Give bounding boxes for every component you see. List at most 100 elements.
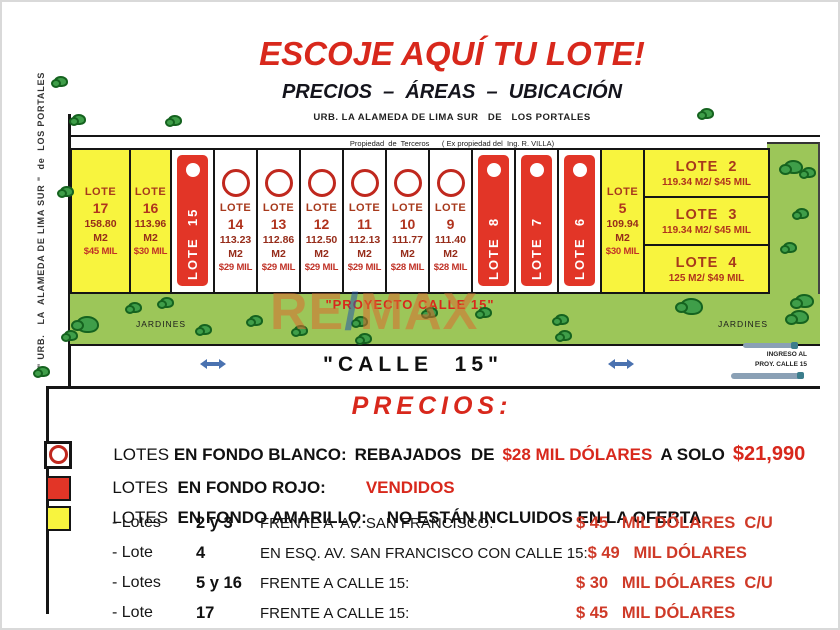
detail-row-lot-4: - Lote 4 EN ESQ. AV. SAN FRANCISCO CON C…: [47, 538, 822, 568]
side-urbanization-label: " URB. LA ALAMEDA DE LIMA SUR " de LOS P…: [36, 71, 46, 368]
sold-lot-label: LOTE 7: [529, 216, 544, 280]
lot-detail: 125 M2/ $49 MIL: [668, 272, 745, 284]
lot-name: LOTE: [219, 202, 252, 214]
lot-name: LOTE: [305, 202, 338, 214]
road-capsule: [743, 342, 798, 349]
bush-icon: [71, 316, 99, 333]
lot-detail: 119.34 M2/ $45 MIL: [662, 176, 751, 188]
lot-price: $30 MIL: [133, 245, 168, 257]
sold-lot-block: LOTE 8: [478, 155, 509, 286]
sold-dot-icon: [185, 163, 200, 177]
sold-lot-label: LOTE 15: [185, 207, 200, 280]
available-circle-icon: [221, 169, 250, 197]
lot-price: $45 MIL: [83, 245, 118, 257]
legend-status: VENDIDOS: [365, 478, 455, 497]
legend-a-solo: A SOLO: [660, 445, 725, 464]
sold-lot-block: LOTE 7: [521, 155, 552, 286]
bush-icon: [33, 366, 50, 378]
legend-scope: EN FONDO ROJO:: [177, 478, 326, 497]
lot-cell-15: LOTE 15: [172, 150, 215, 292]
lot-number: 5: [618, 199, 627, 216]
lot-title: LOTE 4: [675, 254, 738, 271]
detail-price: $ 30 MIL DÓLARES C/U: [576, 573, 773, 592]
bush-icon: [291, 325, 308, 337]
lot-number: 16: [142, 199, 159, 216]
gardens-strip: "PROYECTO CALLE 15" JARDINES JARDINES RE…: [70, 283, 820, 346]
bush-icon: [246, 315, 263, 327]
detail-price: $ 45 MIL DÓLARES: [576, 603, 736, 622]
lot-name: LOTE: [348, 202, 381, 214]
bush-icon: [195, 324, 212, 336]
corner-lots-column: LOTE 2 119.34 M2/ $45 MIL LOTE 3 119.34 …: [645, 150, 768, 292]
bush-icon: [351, 316, 368, 328]
lot-name: LOTE: [391, 202, 424, 214]
bush-icon: [475, 307, 492, 319]
lot-price: $28 MIL: [433, 262, 468, 273]
detail-prefix: - Lotes: [112, 514, 161, 531]
bush-icon: [125, 302, 142, 314]
legend-text: LOTES EN FONDO AMARILLO: NO ESTÁN INCLUID…: [84, 488, 701, 548]
lot-name: LOTE: [84, 185, 117, 198]
lot-number: 10: [399, 216, 416, 232]
detail-numbers: 4: [196, 543, 206, 562]
lot-price: $29 MIL: [261, 262, 296, 273]
circle-ring-icon: [48, 445, 68, 464]
lot-title: LOTE 2: [675, 158, 738, 175]
detail-location: FRENTE A AV. SAN FRANCISCO:: [260, 514, 494, 532]
legend-label: LOTES: [112, 508, 169, 527]
bush-icon: [355, 333, 372, 345]
left-right-arrow-icon: [608, 359, 634, 369]
lot-name: LOTE: [262, 202, 295, 214]
legend-swatch-white-icon: [44, 440, 72, 469]
lot-unit: M2: [93, 231, 108, 244]
lot-unit: M2: [400, 248, 415, 260]
lot-unit: M2: [228, 248, 243, 260]
legend-new-price: $21,990: [732, 443, 806, 465]
legend-old-price: $28 MIL DÓLARES: [502, 445, 653, 464]
gardens-label-right: JARDINES: [718, 319, 769, 329]
lot-price: $28 MIL: [390, 262, 425, 273]
bush-icon: [165, 115, 182, 127]
bush-icon: [157, 297, 174, 309]
lot-area: 111.40: [435, 234, 466, 246]
urbanization-label: URB. LA ALAMEDA DE LIMA SUR DE LOS PORTA…: [313, 112, 591, 124]
legend-label: LOTES: [112, 478, 169, 497]
lot-price: $30 MIL: [605, 245, 640, 257]
bush-icon: [790, 294, 814, 309]
lot-map: LOTE 17 158.80 M2 $45 MIL LOTE 16 113.96…: [70, 148, 770, 294]
sold-dot-icon: [529, 163, 544, 177]
legend-swatch-yellow-icon: [46, 505, 71, 531]
price-details: - Lotes 2 y 3 FRENTE A AV. SAN FRANCISCO…: [47, 508, 822, 628]
lot-title: LOTE 3: [675, 206, 738, 223]
available-circle-icon: [264, 169, 293, 197]
lot-area: 113.96: [134, 217, 167, 230]
lot-cell-7: LOTE 7: [516, 150, 559, 292]
legend-swatch-red-icon: [46, 475, 71, 501]
street-name: "CALLE 15": [323, 353, 503, 376]
sold-lot-block: LOTE 15: [177, 155, 208, 286]
detail-row-lot-17: - Lote 17 FRENTE A CALLE 15: $ 45 MIL DÓ…: [47, 598, 822, 628]
legend-status: NO ESTÁN INCLUIDOS EN LA OFERTA: [386, 508, 702, 527]
bush-icon: [69, 114, 86, 126]
lot-area: 109.94: [606, 217, 639, 230]
entrance-label: INGRESO AL PROY. CALLE 15: [735, 350, 807, 371]
lot-price: $29 MIL: [347, 262, 382, 273]
detail-prefix: - Lotes: [112, 574, 161, 591]
bush-icon: [552, 314, 569, 326]
sold-dot-icon: [486, 163, 501, 177]
lot-price: $29 MIL: [304, 262, 339, 273]
header: ESCOJE AQUÍ TU LOTE! PRECIOS – ÁREAS – U…: [212, 35, 692, 124]
legend-scope: EN FONDO AMARILLO:: [177, 508, 367, 527]
available-circle-icon: [436, 169, 465, 197]
lot-number: 12: [313, 216, 330, 232]
legend-scope: EN FONDO BLANCO:: [173, 445, 347, 464]
lot-cell-11: LOTE 11 112.13 M2 $29 MIL: [344, 150, 387, 292]
lot-cell-16: LOTE 16 113.96 M2 $30 MIL: [131, 150, 172, 292]
sold-lot-block: LOTE 6: [564, 155, 595, 286]
map-left-border: [68, 114, 71, 388]
detail-numbers: 5 y 16: [196, 573, 242, 592]
project-street-label: "PROYECTO CALLE 15": [325, 297, 495, 312]
lot-cell-10: LOTE 10 111.77 M2 $28 MIL: [387, 150, 430, 292]
lot-cell-5: LOTE 5 109.94 M2 $30 MIL: [602, 150, 645, 292]
